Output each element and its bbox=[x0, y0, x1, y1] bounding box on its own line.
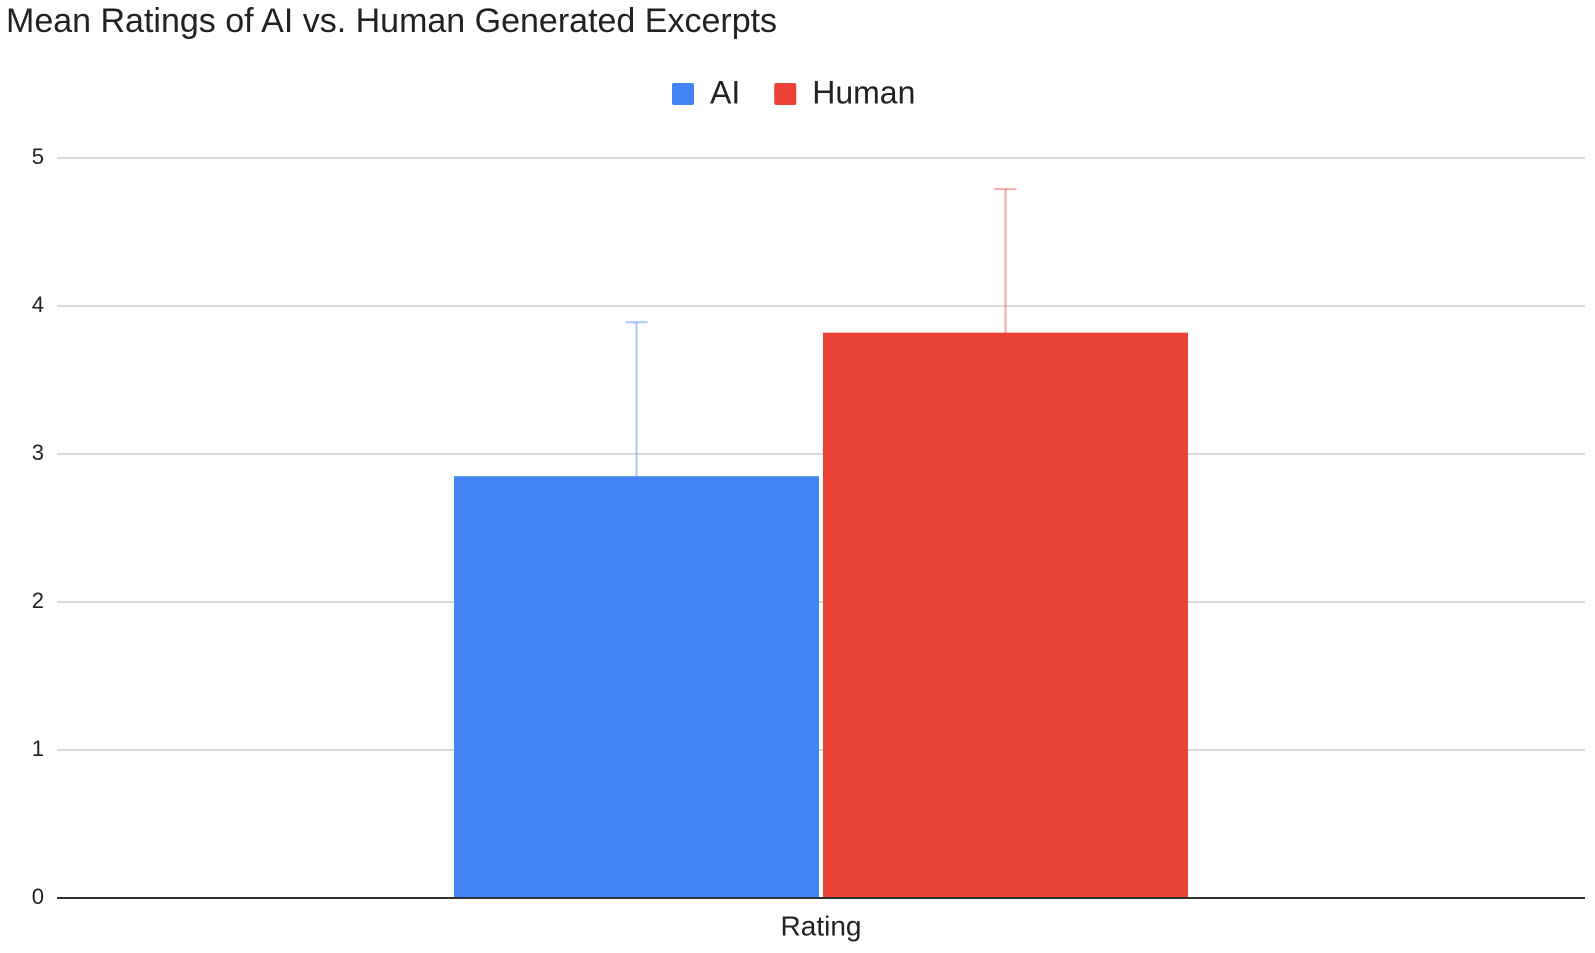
y-tick-label: 2 bbox=[32, 588, 44, 613]
legend-swatch bbox=[672, 83, 694, 105]
legend-label: AI bbox=[710, 74, 740, 110]
x-tick-label: Rating bbox=[781, 910, 862, 941]
y-tick-label: 5 bbox=[32, 144, 44, 169]
y-tick-label: 1 bbox=[32, 736, 44, 761]
legend-swatch bbox=[774, 83, 797, 105]
y-tick-label: 3 bbox=[32, 440, 44, 465]
error-bar bbox=[994, 188, 1017, 478]
legend-label: Human bbox=[812, 74, 915, 110]
y-tick-label: 4 bbox=[32, 292, 44, 317]
y-tick-label: 0 bbox=[32, 884, 44, 909]
chart-title: Mean Ratings of AI vs. Human Generated E… bbox=[6, 2, 777, 40]
bar bbox=[454, 476, 819, 898]
error-bar bbox=[625, 321, 648, 632]
bar bbox=[823, 332, 1188, 898]
